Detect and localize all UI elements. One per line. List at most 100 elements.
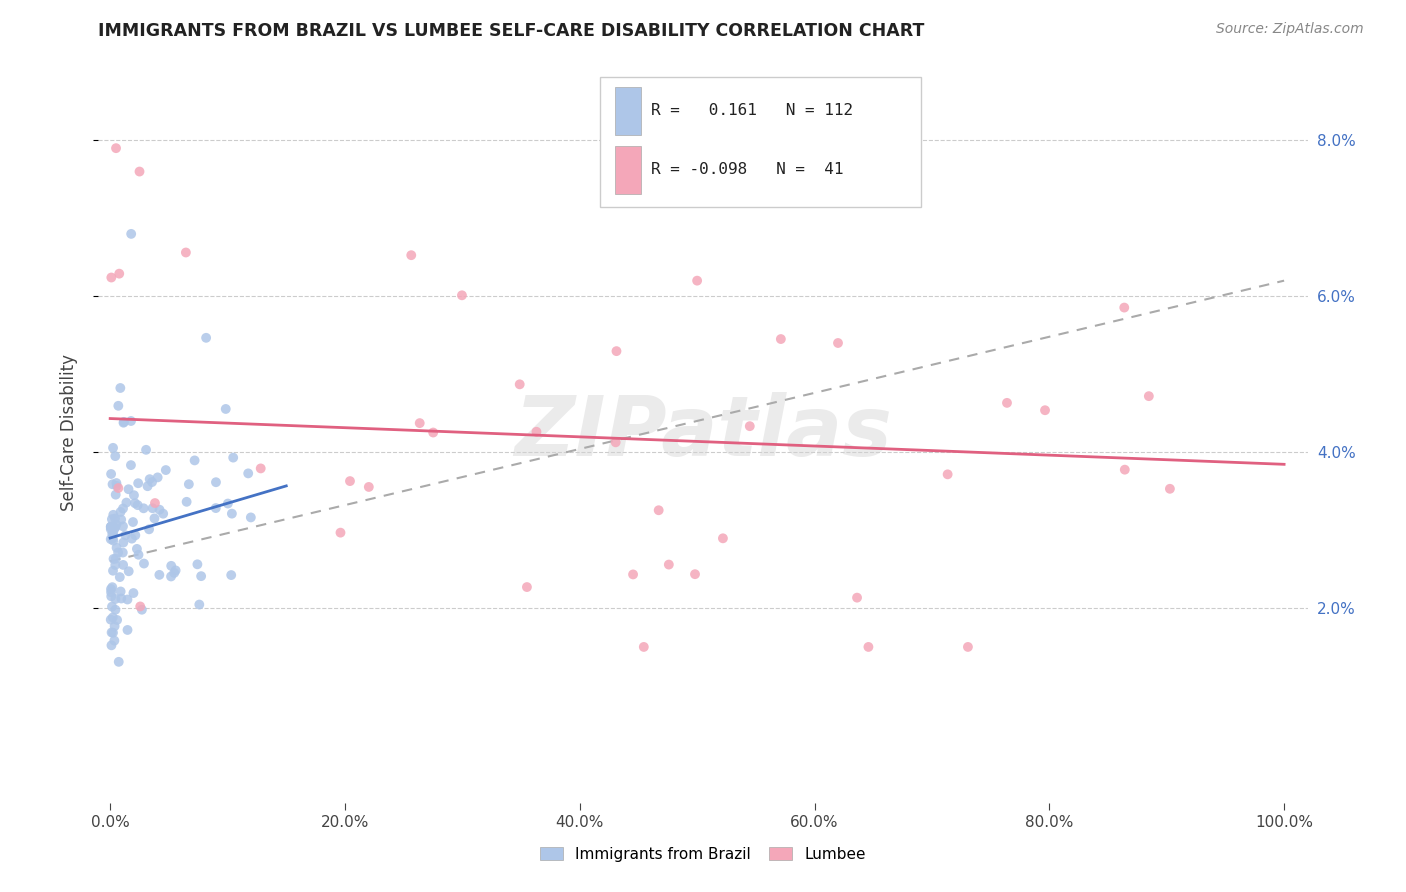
Point xyxy=(105,479,128,493)
Point xyxy=(160,569,183,583)
Point xyxy=(111,519,134,533)
Point xyxy=(135,442,157,457)
Point xyxy=(683,567,706,582)
Point xyxy=(1114,301,1136,315)
Point xyxy=(104,592,127,607)
Point xyxy=(107,545,129,559)
Point xyxy=(188,598,211,612)
Point xyxy=(122,488,145,502)
Point xyxy=(186,558,208,572)
Point xyxy=(104,511,127,525)
Point xyxy=(422,425,444,440)
Point xyxy=(114,528,136,542)
Point xyxy=(146,470,169,484)
Point xyxy=(100,638,122,652)
FancyBboxPatch shape xyxy=(614,87,641,135)
Point xyxy=(122,586,145,600)
Point xyxy=(120,458,142,472)
Point xyxy=(100,585,122,599)
Point xyxy=(112,416,135,430)
Point xyxy=(104,551,127,566)
Point xyxy=(100,270,122,285)
Point xyxy=(516,580,538,594)
Point xyxy=(1033,403,1056,417)
Point xyxy=(509,377,531,392)
Legend: Immigrants from Brazil, Lumbee: Immigrants from Brazil, Lumbee xyxy=(540,847,866,862)
Point xyxy=(127,498,149,512)
Text: IMMIGRANTS FROM BRAZIL VS LUMBEE SELF-CARE DISABILITY CORRELATION CHART: IMMIGRANTS FROM BRAZIL VS LUMBEE SELF-CA… xyxy=(98,22,925,40)
Point xyxy=(143,511,166,525)
Point xyxy=(152,507,174,521)
Point xyxy=(190,569,212,583)
Point xyxy=(103,533,125,548)
Point xyxy=(105,613,128,627)
Point xyxy=(1159,482,1181,496)
Point xyxy=(163,566,186,580)
Point xyxy=(605,344,627,359)
Point xyxy=(101,625,124,640)
Point xyxy=(399,248,422,262)
Point xyxy=(1114,463,1136,477)
Point xyxy=(165,563,187,577)
Point xyxy=(738,419,761,434)
Point xyxy=(647,503,669,517)
Point xyxy=(129,599,152,614)
Point xyxy=(686,274,709,288)
Point xyxy=(451,288,474,302)
Point xyxy=(124,528,146,542)
Point xyxy=(110,505,132,519)
Point xyxy=(131,603,153,617)
Point xyxy=(112,415,135,429)
Point xyxy=(249,461,271,475)
Point xyxy=(357,480,380,494)
Point xyxy=(711,531,734,545)
Point xyxy=(177,477,200,491)
Point xyxy=(103,552,125,566)
Point xyxy=(107,481,129,495)
Point xyxy=(104,558,127,572)
Point xyxy=(104,521,127,535)
Point xyxy=(219,568,242,582)
Point xyxy=(846,591,869,605)
Point xyxy=(104,488,127,502)
Point xyxy=(120,227,142,241)
Point xyxy=(117,592,139,607)
Point xyxy=(956,640,979,654)
Point xyxy=(827,336,849,351)
Point xyxy=(100,613,122,627)
Point xyxy=(105,541,128,555)
Point xyxy=(769,332,792,346)
Point xyxy=(621,567,644,582)
Point xyxy=(101,580,124,594)
Point xyxy=(108,570,131,584)
Point xyxy=(125,541,148,556)
Point xyxy=(104,619,127,633)
Point xyxy=(111,501,134,516)
Point xyxy=(132,501,155,516)
Text: ZIPatlas: ZIPatlas xyxy=(515,392,891,473)
Point xyxy=(127,476,149,491)
Point xyxy=(103,508,125,522)
Point xyxy=(121,532,143,546)
Point xyxy=(105,517,128,532)
Point xyxy=(858,640,880,654)
Point xyxy=(148,502,170,516)
Point xyxy=(100,520,122,534)
Point xyxy=(110,584,132,599)
Point xyxy=(100,522,122,536)
Point xyxy=(174,245,197,260)
Point xyxy=(136,479,159,493)
Point xyxy=(100,519,122,533)
Point xyxy=(111,545,134,559)
Text: R = -0.098   N =  41: R = -0.098 N = 41 xyxy=(651,162,844,178)
Point xyxy=(148,567,170,582)
Point xyxy=(101,610,124,624)
Point xyxy=(160,558,183,573)
Point xyxy=(143,496,166,510)
Point xyxy=(112,558,135,572)
Point xyxy=(132,557,155,571)
Point xyxy=(936,467,959,482)
Point xyxy=(105,476,128,491)
Point xyxy=(107,655,129,669)
Point xyxy=(138,522,160,536)
